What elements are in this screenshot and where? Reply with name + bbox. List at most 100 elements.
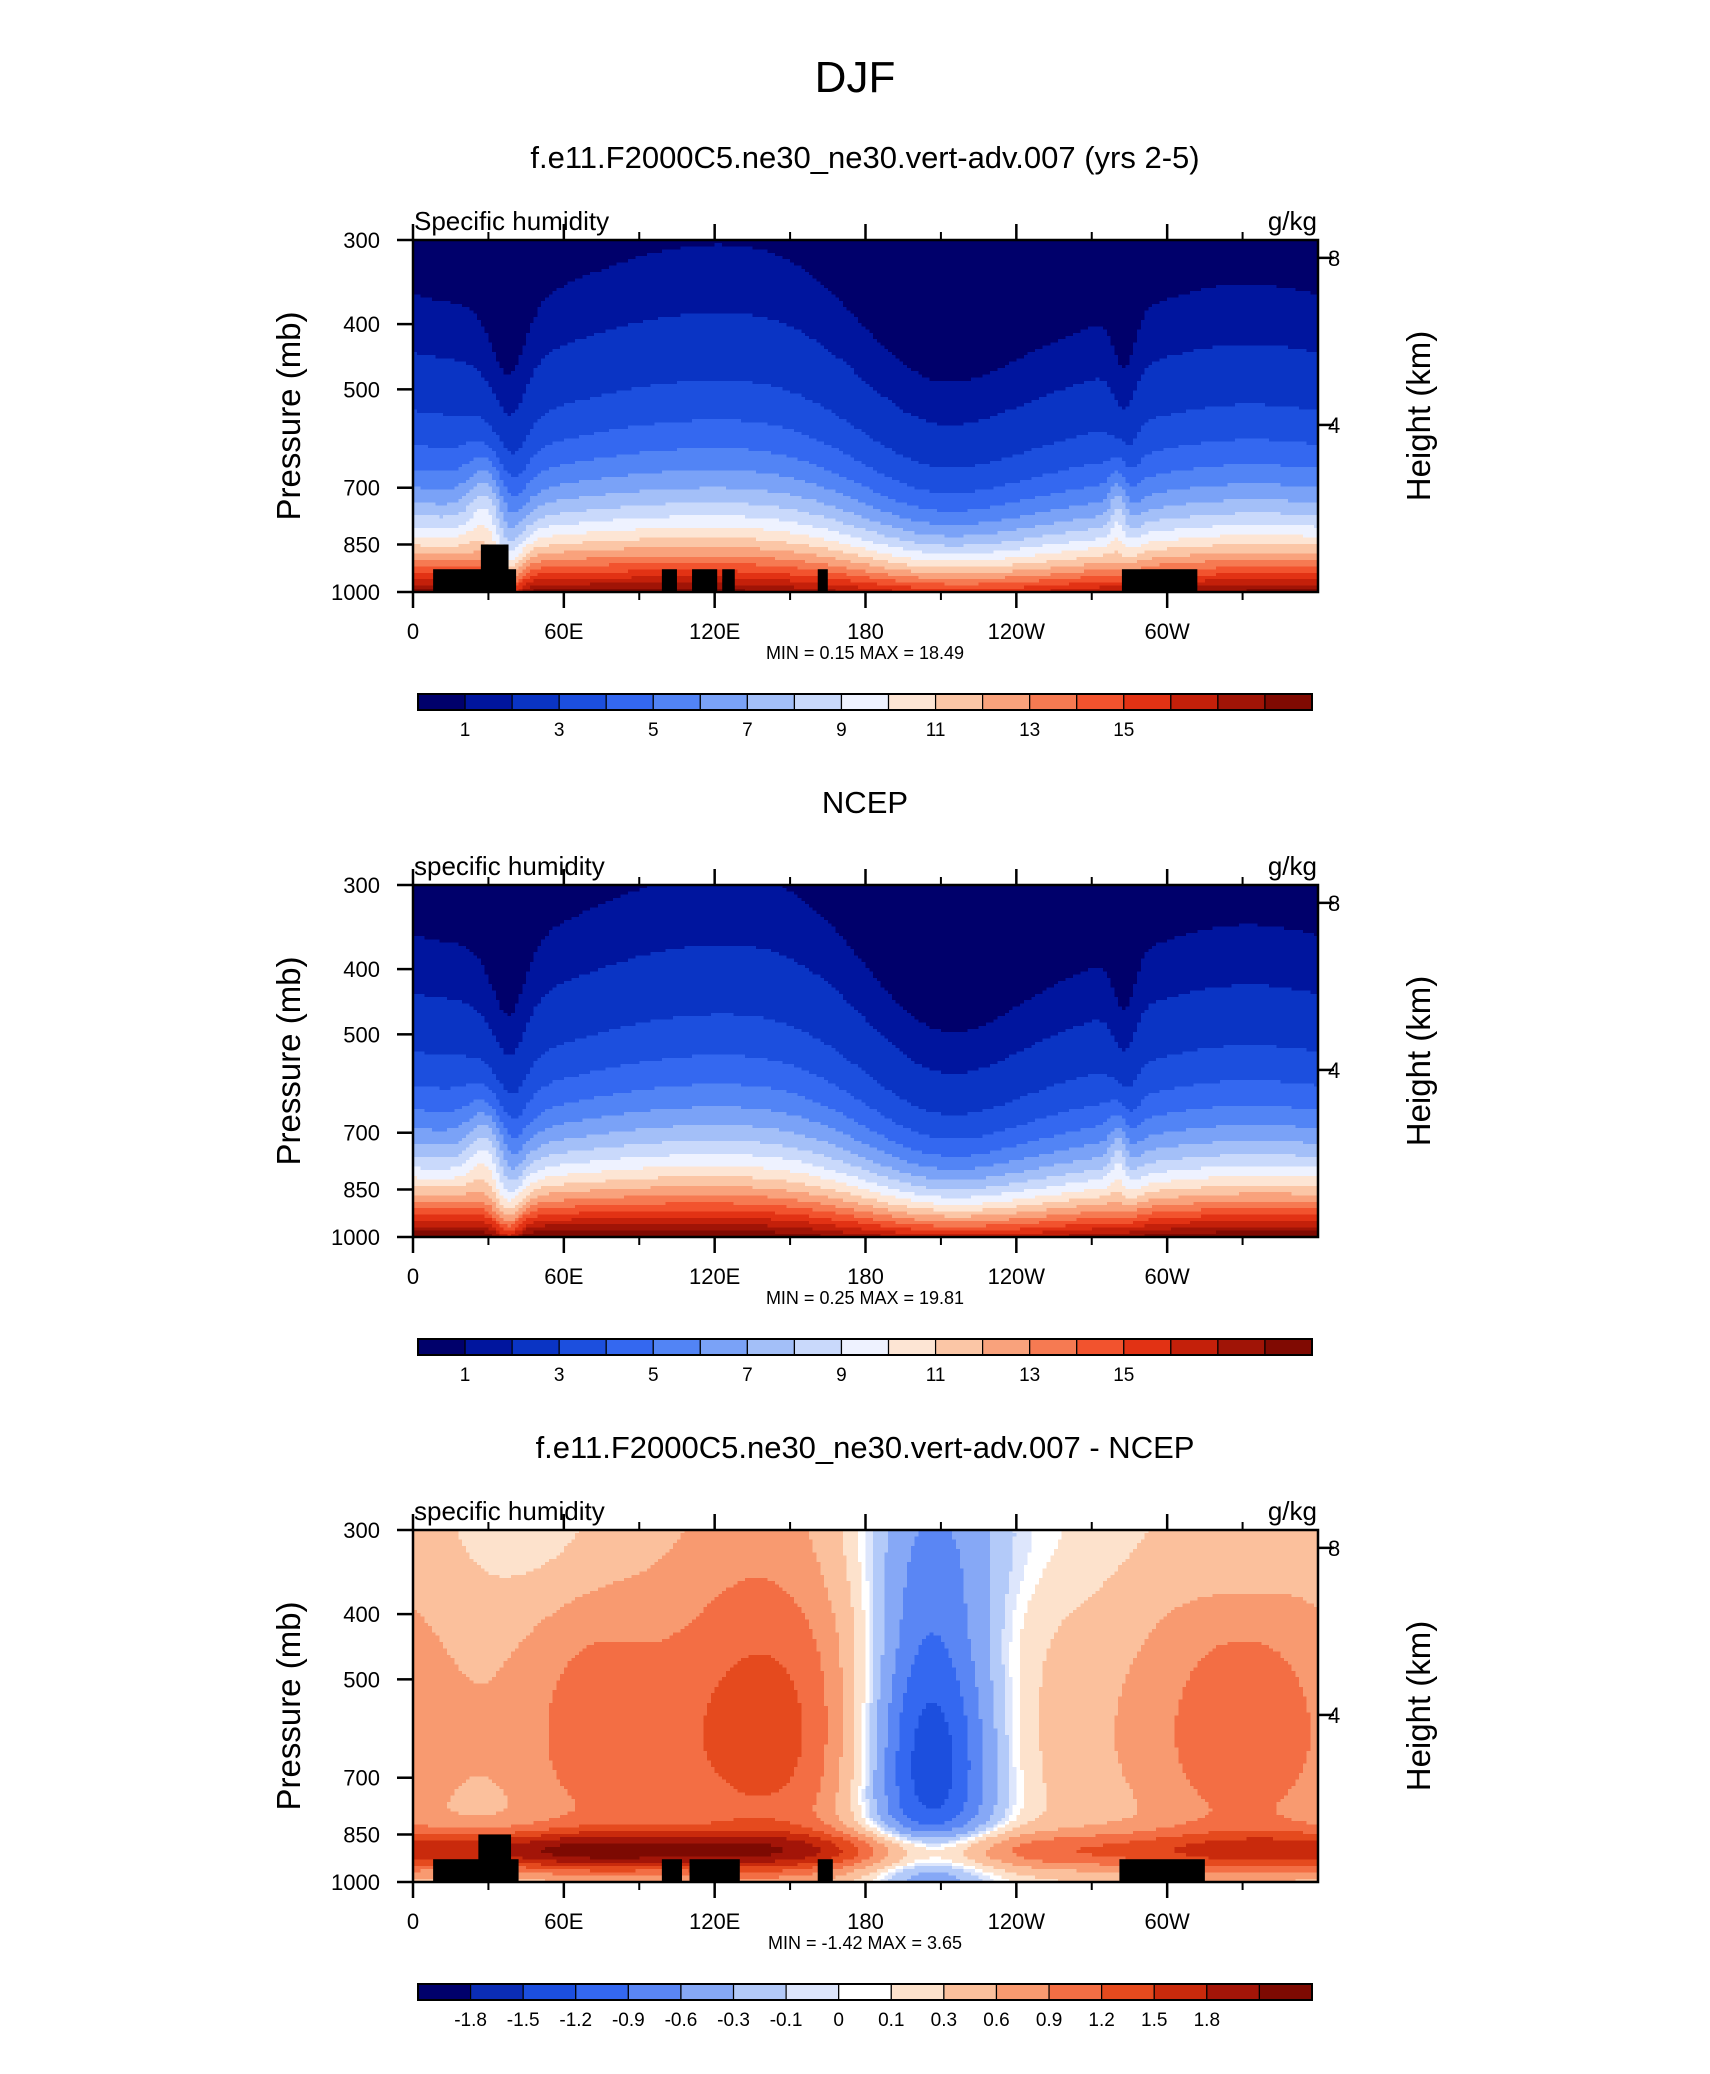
- colorbar-swatch: [653, 694, 700, 710]
- x-tick-label: 120W: [988, 1264, 1046, 1289]
- colorbar-label: 1.5: [1141, 2010, 1167, 2031]
- colorbar-swatch: [1171, 694, 1218, 710]
- y-tick-label: 400: [343, 312, 380, 337]
- colorbar-swatch: [700, 694, 747, 710]
- colorbar-swatch: [700, 1339, 747, 1355]
- colorbar-label: 11: [926, 720, 946, 741]
- colorbar-swatch: [983, 694, 1030, 710]
- min-max-stats: MIN = -1.42 MAX = 3.65: [768, 1933, 962, 1953]
- y2-tick-label: 8: [1328, 246, 1340, 271]
- colorbar-label: 0: [833, 2010, 844, 2031]
- colorbar-swatch: [936, 694, 983, 710]
- colorbar-label: -0.3: [717, 2010, 750, 2031]
- colorbar-swatch: [839, 1984, 892, 2000]
- colorbar-label: -1.2: [559, 2010, 592, 2031]
- y2-tick-label: 8: [1328, 891, 1340, 916]
- colorbar-swatch: [653, 1339, 700, 1355]
- colorbar-label: -1.8: [454, 2010, 487, 2031]
- y-tick-label: 500: [343, 1022, 380, 1047]
- y-axis-title: Pressure (mb): [270, 311, 307, 520]
- colorbar-label: 5: [648, 720, 659, 741]
- colorbar-swatch: [418, 1984, 471, 2000]
- colorbar-swatch: [1030, 1339, 1077, 1355]
- colorbar-swatch: [983, 1339, 1030, 1355]
- colorbar-swatch: [606, 1339, 653, 1355]
- colorbar-swatch: [786, 1984, 839, 2000]
- x-tick-label: 120W: [988, 619, 1046, 644]
- colorbar-label: 0.3: [931, 2010, 957, 2031]
- colorbar-swatch: [841, 1339, 888, 1355]
- colorbar-swatch: [996, 1984, 1049, 2000]
- colorbar-swatch: [794, 1339, 841, 1355]
- contour-fill: [413, 1530, 1319, 1883]
- colorbar-swatch: [936, 1339, 983, 1355]
- figure-title: DJF: [815, 53, 896, 102]
- colorbar-label: 0.1: [878, 2010, 904, 2031]
- colorbar-label: -0.1: [770, 2010, 803, 2031]
- x-tick-label: 60E: [544, 1264, 583, 1289]
- colorbar-swatch: [1265, 1339, 1312, 1355]
- terrain-mask: [722, 569, 735, 592]
- colorbar-label: -0.6: [665, 2010, 698, 2031]
- colorbar-swatch: [576, 1984, 629, 2000]
- terrain-mask: [1119, 1859, 1204, 1882]
- x-tick-label: 60E: [544, 1909, 583, 1934]
- colorbar-swatch: [628, 1984, 681, 2000]
- y-tick-label: 700: [343, 1121, 380, 1146]
- y-tick-label: 700: [343, 476, 380, 501]
- colorbar-label: 1.2: [1088, 2010, 1114, 2031]
- x-tick-label: 180: [847, 1909, 884, 1934]
- colorbar-swatch: [1265, 694, 1312, 710]
- colorbar-label: 7: [742, 720, 753, 741]
- y-axis-title: Pressure (mb): [270, 956, 307, 1165]
- x-tick-label: 60W: [1145, 1909, 1190, 1934]
- y-tick-label: 400: [343, 1602, 380, 1627]
- colorbar-label: 9: [836, 1365, 847, 1386]
- colorbar-swatch: [734, 1984, 787, 2000]
- y-tick-label: 850: [343, 1177, 380, 1202]
- x-tick-label: 180: [847, 619, 884, 644]
- colorbar-swatch: [1218, 694, 1265, 710]
- x-tick-label: 120E: [689, 1264, 740, 1289]
- colorbar-swatch: [889, 694, 936, 710]
- colorbar-label: -0.9: [612, 2010, 645, 2031]
- colorbar-swatch: [418, 694, 465, 710]
- colorbar-swatch: [944, 1984, 997, 2000]
- y-tick-label: 850: [343, 1822, 380, 1847]
- panel-left-label: specific humidity: [414, 1496, 605, 1526]
- colorbar-swatch: [1259, 1984, 1312, 2000]
- terrain-mask: [818, 569, 828, 592]
- terrain-mask: [662, 569, 677, 592]
- y-tick-label: 700: [343, 1766, 380, 1791]
- panel-1: f.e11.F2000C5.ne30_ne30.vert-adv.007 (yr…: [270, 140, 1437, 741]
- colorbar-swatch: [681, 1984, 734, 2000]
- colorbar-swatch: [606, 694, 653, 710]
- y-tick-label: 300: [343, 1518, 380, 1543]
- y2-axis-title: Height (km): [1400, 1621, 1437, 1792]
- x-tick-label: 0: [407, 619, 419, 644]
- colorbar-swatch: [512, 1339, 559, 1355]
- colorbar-swatch: [471, 1984, 524, 2000]
- x-tick-label: 0: [407, 1264, 419, 1289]
- colorbar-swatch: [465, 1339, 512, 1355]
- panel-unit-label: g/kg: [1268, 1496, 1317, 1526]
- y-tick-label: 1000: [331, 1870, 380, 1895]
- panel-title: f.e11.F2000C5.ne30_ne30.vert-adv.007 (yr…: [530, 140, 1199, 175]
- colorbar-swatch: [1102, 1984, 1155, 2000]
- colorbar-swatch: [523, 1984, 576, 2000]
- colorbar-label: -1.5: [507, 2010, 540, 2031]
- colorbar-label: 7: [742, 1365, 753, 1386]
- y-tick-label: 300: [343, 873, 380, 898]
- colorbar-label: 1.8: [1194, 2010, 1220, 2031]
- colorbar-swatch: [1154, 1984, 1207, 2000]
- colorbar-swatch: [1171, 1339, 1218, 1355]
- panel-unit-label: g/kg: [1268, 206, 1317, 236]
- colorbar-label: 0.9: [1036, 2010, 1062, 2031]
- colorbar-label: 5: [648, 1365, 659, 1386]
- x-tick-label: 60E: [544, 619, 583, 644]
- x-tick-label: 60W: [1145, 619, 1190, 644]
- colorbar-label: 9: [836, 720, 847, 741]
- y2-axis-title: Height (km): [1400, 976, 1437, 1147]
